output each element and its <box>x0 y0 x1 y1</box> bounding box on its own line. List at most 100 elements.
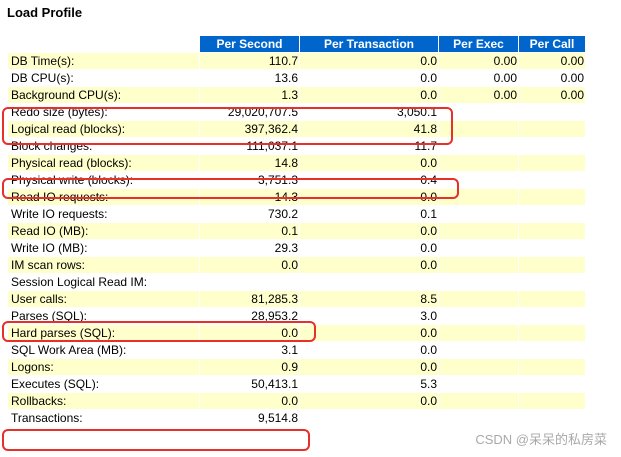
table-row: Write IO requests: 730.2 0.1 <box>8 206 585 222</box>
cell-per-call: 0.00 <box>519 70 585 86</box>
table-row: Logons: 0.9 0.0 <box>8 359 585 375</box>
cell-per-call <box>519 410 585 426</box>
cell-per-second: 0.0 <box>200 325 299 341</box>
column-header-per-exec: Per Exec <box>439 36 518 52</box>
cell-per-transaction: 0.0 <box>300 155 438 171</box>
cell-per-exec <box>439 189 518 205</box>
header-blank <box>8 36 199 52</box>
cell-per-transaction: 0.0 <box>300 53 438 69</box>
cell-per-second: 730.2 <box>200 206 299 222</box>
cell-per-call <box>519 274 585 290</box>
metric-label: Read IO (MB): <box>8 223 199 239</box>
cell-per-second: 81,285.3 <box>200 291 299 307</box>
cell-per-transaction: 0.0 <box>300 240 438 256</box>
cell-per-second: 397,362.4 <box>200 121 299 137</box>
cell-per-call <box>519 121 585 137</box>
cell-per-call: 0.00 <box>519 87 585 103</box>
cell-per-exec <box>439 172 518 188</box>
column-header-per-second: Per Second <box>200 36 299 52</box>
table-row: Executes (SQL): 50,413.1 5.3 <box>8 376 585 392</box>
cell-per-transaction: 0.0 <box>300 223 438 239</box>
metric-label: Parses (SQL): <box>8 308 199 324</box>
cell-per-call <box>519 206 585 222</box>
table-row: Parses (SQL): 28,953.2 3.0 <box>8 308 585 324</box>
cell-per-call <box>519 240 585 256</box>
cell-per-exec <box>439 223 518 239</box>
metric-label: Physical read (blocks): <box>8 155 199 171</box>
load-profile-table: Per Second Per Transaction Per Exec Per … <box>7 35 586 427</box>
metric-label: Read IO requests: <box>8 189 199 205</box>
cell-per-call <box>519 393 585 409</box>
table-row: Redo size (bytes): 29,020,707.5 3,050.1 <box>8 104 585 120</box>
metric-label: Write IO requests: <box>8 206 199 222</box>
table-row: Background CPU(s): 1.3 0.0 0.00 0.00 <box>8 87 585 103</box>
cell-per-call <box>519 257 585 273</box>
cell-per-transaction: 0.0 <box>300 325 438 341</box>
cell-per-second: 0.0 <box>200 257 299 273</box>
table-row: Block changes: 111,037.1 11.7 <box>8 138 585 154</box>
cell-per-second: 14.8 <box>200 155 299 171</box>
cell-per-transaction: 0.0 <box>300 393 438 409</box>
cell-per-exec <box>439 121 518 137</box>
cell-per-second: 3,751.3 <box>200 172 299 188</box>
cell-per-transaction: 8.5 <box>300 291 438 307</box>
cell-per-exec <box>439 104 518 120</box>
table-row: Transactions: 9,514.8 <box>8 410 585 426</box>
cell-per-transaction: 5.3 <box>300 376 438 392</box>
cell-per-second: 29.3 <box>200 240 299 256</box>
cell-per-exec <box>439 410 518 426</box>
table-row: Session Logical Read IM: <box>8 274 585 290</box>
cell-per-call <box>519 172 585 188</box>
metric-label: DB CPU(s): <box>8 70 199 86</box>
cell-per-transaction: 0.4 <box>300 172 438 188</box>
cell-per-exec: 0.00 <box>439 87 518 103</box>
cell-per-second: 3.1 <box>200 342 299 358</box>
metric-label: Physical write (blocks): <box>8 172 199 188</box>
cell-per-call: 0.00 <box>519 53 585 69</box>
cell-per-second: 110.7 <box>200 53 299 69</box>
column-header-per-transaction: Per Transaction <box>300 36 438 52</box>
cell-per-transaction: 3.0 <box>300 308 438 324</box>
cell-per-exec <box>439 325 518 341</box>
table-row: Logical read (blocks): 397,362.4 41.8 <box>8 121 585 137</box>
cell-per-second: 0.9 <box>200 359 299 375</box>
table-row: DB Time(s): 110.7 0.0 0.00 0.00 <box>8 53 585 69</box>
metric-label: Block changes: <box>8 138 199 154</box>
cell-per-second: 9,514.8 <box>200 410 299 426</box>
table-row: Physical write (blocks): 3,751.3 0.4 <box>8 172 585 188</box>
highlight-box-transactions <box>2 429 310 451</box>
cell-per-exec: 0.00 <box>439 70 518 86</box>
cell-per-call <box>519 325 585 341</box>
cell-per-second: 14.3 <box>200 189 299 205</box>
cell-per-call <box>519 223 585 239</box>
cell-per-transaction: 0.0 <box>300 87 438 103</box>
cell-per-call <box>519 359 585 375</box>
metric-label: DB Time(s): <box>8 53 199 69</box>
cell-per-second: 50,413.1 <box>200 376 299 392</box>
metric-label: SQL Work Area (MB): <box>8 342 199 358</box>
table-row: Read IO (MB): 0.1 0.0 <box>8 223 585 239</box>
cell-per-call <box>519 308 585 324</box>
table-row: Hard parses (SQL): 0.0 0.0 <box>8 325 585 341</box>
metric-label: Logons: <box>8 359 199 375</box>
cell-per-call <box>519 155 585 171</box>
column-header-per-call: Per Call <box>519 36 585 52</box>
cell-per-transaction: 0.0 <box>300 70 438 86</box>
cell-per-exec <box>439 155 518 171</box>
cell-per-transaction: 11.7 <box>300 138 438 154</box>
cell-per-exec <box>439 359 518 375</box>
cell-per-exec <box>439 138 518 154</box>
cell-per-exec: 0.00 <box>439 53 518 69</box>
metric-label: Transactions: <box>8 410 199 426</box>
cell-per-transaction: 41.8 <box>300 121 438 137</box>
cell-per-second <box>200 274 299 290</box>
cell-per-exec <box>439 257 518 273</box>
cell-per-call <box>519 189 585 205</box>
metric-label: Background CPU(s): <box>8 87 199 103</box>
metric-label: Hard parses (SQL): <box>8 325 199 341</box>
cell-per-second: 0.1 <box>200 223 299 239</box>
table-row: Write IO (MB): 29.3 0.0 <box>8 240 585 256</box>
cell-per-transaction: 3,050.1 <box>300 104 438 120</box>
metric-label: User calls: <box>8 291 199 307</box>
cell-per-call <box>519 291 585 307</box>
